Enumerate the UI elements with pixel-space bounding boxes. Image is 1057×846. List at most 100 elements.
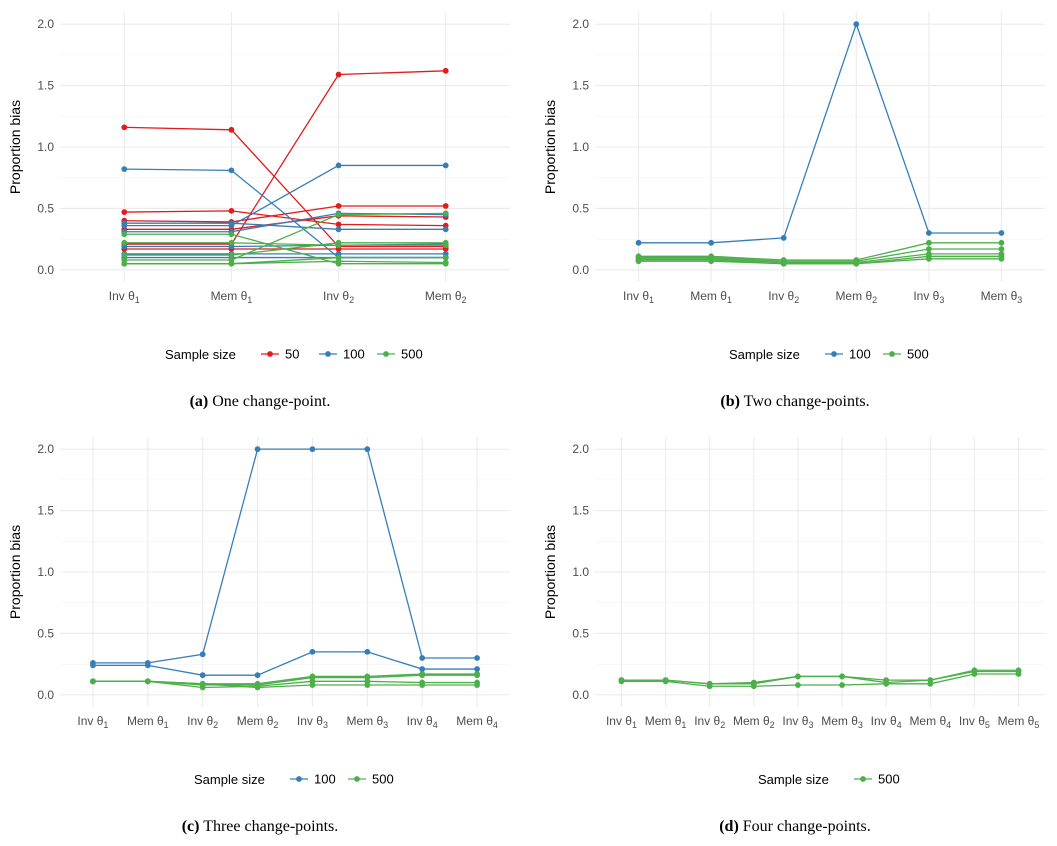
caption-d-text: Four change-points.	[742, 818, 871, 835]
data-point-500	[925, 239, 932, 246]
chart-a: 0.0 0.5 1.0 1.5 2.0 Inv θ1 Mem θ1 Inv θ2 Mem θ2 P…	[7, 12, 510, 363]
data-point-100	[853, 21, 860, 28]
x-tick-label: Mem θ1	[645, 714, 687, 730]
x-tick-subscript: 2	[462, 295, 467, 305]
x-tick-label: Mem θ3	[981, 289, 1023, 305]
y-tick-label: 2.0	[572, 17, 589, 31]
data-point-100	[309, 446, 316, 453]
x-tick-subscript: 3	[808, 720, 813, 730]
legend-title: Sample size	[165, 347, 236, 362]
series-line-50	[124, 126, 446, 248]
data-point-500	[442, 239, 449, 246]
x-tick-label: Inv θ3	[782, 714, 813, 730]
data-point-500	[90, 678, 96, 685]
series-line-500	[638, 258, 1002, 265]
x-tick-label: Inv θ1	[109, 289, 140, 305]
legend-key-point-500	[383, 351, 389, 357]
y-tick-label: 0.5	[572, 626, 589, 640]
data-point-100	[364, 648, 371, 655]
series-group	[90, 446, 480, 691]
series-line-500	[638, 248, 1002, 262]
y-tick-label: 1.5	[37, 79, 54, 93]
series-line-100	[124, 164, 446, 227]
chart-b: 0.0 0.5 1.0 1.5 2.0 Inv θ1 Mem θ1 Inv θ2 Mem θ2 I…	[542, 12, 1045, 362]
data-point-500	[925, 246, 932, 252]
x-tick-label: Mem θ2	[237, 714, 279, 730]
data-point-500	[750, 679, 757, 686]
legend-label-500: 500	[878, 772, 900, 787]
chart-d: 0.0 0.5 1.0 1.5 2.0 Inv θ1 Mem θ1 Inv θ2 Mem θ2 I…	[542, 437, 1045, 788]
series-line-500	[92, 680, 478, 689]
x-tick-subscript: 1	[727, 295, 732, 305]
data-point-500	[335, 258, 342, 265]
x-tick-subscript: 5	[1034, 720, 1039, 730]
panel-c: 0.0 0.5 1.0 1.5 2.0 Inv θ1 Mem θ1 Inv θ2 Mem θ2 I…	[0, 425, 520, 846]
data-point-500	[795, 682, 801, 688]
data-point-100	[474, 655, 480, 661]
data-point-500	[618, 677, 625, 684]
x-tick-subscript: 2	[794, 295, 799, 305]
legend-label-50: 50	[285, 347, 299, 362]
data-point-500	[228, 260, 235, 267]
x-tick-label: Inv θ2	[694, 714, 725, 730]
series-line-50	[124, 70, 446, 245]
data-point-500	[635, 258, 642, 265]
data-point-500	[228, 252, 235, 259]
series-line-500	[638, 253, 1002, 264]
data-point-100	[199, 651, 206, 658]
data-point-500	[364, 682, 371, 688]
data-point-50	[335, 221, 342, 228]
legend: Sample size 50 100 500	[165, 347, 423, 363]
data-point-50	[228, 207, 235, 214]
y-tick-label: 1.0	[572, 140, 589, 154]
x-tick-label: Inv θ1	[77, 714, 108, 730]
data-point-500	[419, 682, 426, 688]
legend: Sample size 500	[758, 772, 900, 788]
x-tick-subscript: 3	[323, 720, 328, 730]
data-point-500	[442, 254, 449, 261]
data-point-500	[839, 673, 845, 680]
x-tick-label: Inv θ3	[297, 714, 328, 730]
legend-key-point-500	[889, 351, 895, 357]
data-point-100	[364, 446, 371, 453]
y-tick-label: 1.5	[572, 79, 589, 93]
x-tick-label: Inv θ4	[871, 714, 902, 730]
data-point-100	[335, 226, 342, 233]
x-tick-label: Mem θ1	[690, 289, 732, 305]
legend-key-point-100	[325, 351, 331, 357]
data-point-500	[442, 259, 449, 266]
legend-label-100: 100	[343, 347, 365, 362]
x-tick-subscript: 3	[939, 295, 944, 305]
caption-a: (a) One change-point.	[0, 393, 520, 411]
caption-b-label: (b)	[720, 393, 740, 410]
data-point-50	[121, 124, 128, 131]
x-tick-label: Inv θ1	[606, 714, 637, 730]
y-tick-label: 1.0	[572, 565, 589, 579]
series-line-50	[124, 210, 446, 227]
legend-title: Sample size	[729, 347, 800, 362]
data-point-500	[971, 668, 978, 675]
data-point-500	[853, 260, 860, 267]
data-point-500	[474, 672, 480, 679]
grid	[60, 12, 510, 282]
data-point-50	[121, 209, 128, 216]
caption-a-label: (a)	[189, 393, 209, 410]
data-point-100	[925, 230, 932, 236]
data-point-100	[474, 666, 480, 672]
data-point-100	[90, 662, 96, 669]
panel-b: 0.0 0.5 1.0 1.5 2.0 Inv θ1 Mem θ1 Inv θ2 Mem θ2 I…	[535, 0, 1055, 415]
x-tick-subscript: 4	[493, 720, 498, 730]
data-point-100	[419, 655, 426, 661]
y-axis-label: Proportion bias	[542, 100, 558, 194]
data-point-100	[144, 662, 151, 669]
panel-d: 0.0 0.5 1.0 1.5 2.0 Inv θ1 Mem θ1 Inv θ2 Mem θ2 I…	[535, 425, 1055, 846]
data-point-500	[883, 679, 890, 686]
y-tick-label: 0.0	[37, 688, 54, 702]
legend-key-point-50	[267, 351, 273, 357]
x-tick-label: Mem θ4	[456, 714, 498, 730]
x-tick-label: Mem θ2	[425, 289, 467, 305]
x-tick-subscript: 4	[946, 720, 951, 730]
data-point-100	[199, 672, 206, 679]
panel-a: 0.0 0.5 1.0 1.5 2.0 Inv θ1 Mem θ1 Inv θ2 Mem θ2 P…	[0, 0, 520, 415]
y-tick-label: 1.0	[37, 565, 54, 579]
